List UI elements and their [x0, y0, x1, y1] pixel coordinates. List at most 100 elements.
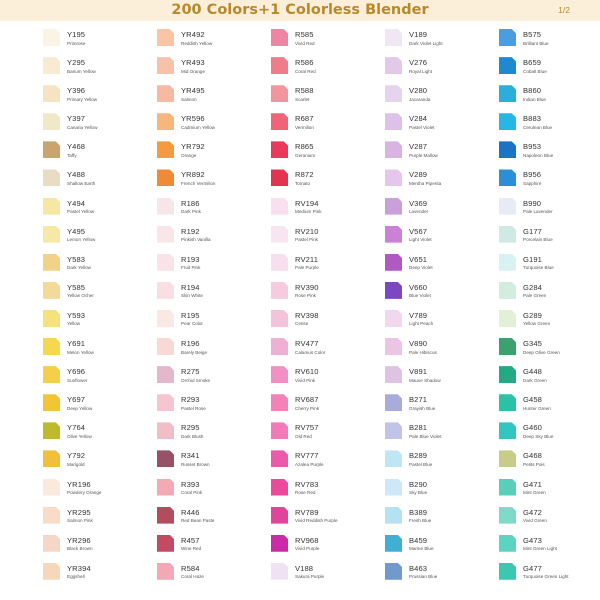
color-code: R585 — [295, 30, 314, 39]
color-name: Vermilion — [295, 124, 314, 130]
color-swatch — [157, 394, 174, 412]
color-swatch — [43, 366, 60, 384]
color-code: YR493 — [181, 58, 205, 68]
color-swatch — [385, 253, 402, 271]
color-name: Yellow Ocher — [67, 293, 94, 299]
color-swatch-item: R293 Pastel Rose — [157, 390, 271, 418]
color-code: YR394 — [67, 563, 91, 573]
color-name: Sunflower — [67, 377, 88, 383]
color-code: RV211 — [295, 254, 319, 264]
color-name: Dark Violet Light — [409, 40, 443, 46]
color-swatch — [157, 562, 174, 580]
color-swatch — [157, 225, 174, 243]
color-code: V284 — [409, 114, 428, 124]
color-code: G473 — [523, 535, 542, 545]
color-code: Y488 — [67, 170, 86, 180]
color-code: V369 — [409, 198, 428, 208]
color-code: V567 — [409, 226, 428, 236]
color-swatch-item: Y585 Yellow Ocher — [43, 278, 157, 306]
color-code: RV477 — [295, 339, 319, 349]
color-swatch — [385, 141, 402, 159]
color-name: Deep Sky Blue — [523, 433, 554, 439]
color-code: RV757 — [295, 423, 319, 433]
color-swatch — [271, 29, 288, 46]
color-name: Napoleon Blue — [523, 152, 554, 158]
color-swatch — [385, 281, 402, 299]
color-name: Primary Yellow — [67, 96, 98, 102]
color-swatch-item: V189 Dark Violet Light — [385, 25, 499, 53]
color-code: RV968 — [295, 535, 319, 545]
color-name: Cadmium Yellow — [181, 124, 215, 130]
color-name: Tomato — [295, 180, 311, 186]
color-swatch — [271, 478, 288, 496]
color-swatch-item: Y696 Sunflower — [43, 362, 157, 390]
color-name: Orchid Smoke — [181, 377, 211, 383]
color-swatch-item: B860 Indian Blue — [499, 81, 600, 109]
color-code: V890 — [409, 339, 428, 349]
color-swatch — [499, 562, 516, 580]
color-name: Mentha Piperita — [409, 180, 442, 186]
color-name: Grayish Blue — [409, 405, 436, 411]
color-code: V289 — [409, 170, 428, 180]
color-swatch — [385, 422, 402, 440]
color-code: V651 — [409, 254, 428, 264]
color-name: Turquoise Blue — [523, 265, 554, 271]
color-name: Pear Color — [181, 321, 203, 327]
color-swatch-item: B883 Cerulean Blue — [499, 109, 600, 137]
color-name: Sapphire — [523, 180, 542, 186]
color-code: B289 — [409, 451, 428, 461]
color-swatch — [157, 197, 174, 215]
color-code: YR295 — [67, 507, 91, 517]
color-swatch-item: V567 Light Violet — [385, 222, 499, 250]
color-code: R584 — [181, 563, 200, 573]
color-swatch-item: B271 Grayish Blue — [385, 390, 499, 418]
color-swatch-item: Y697 Deep Yellow — [43, 390, 157, 418]
color-swatch-item: B953 Napoleon Blue — [499, 137, 600, 165]
color-swatch-item: RV194 Medium Pink — [271, 194, 385, 222]
color-code: YR196 — [67, 479, 91, 489]
color-code: B860 — [523, 86, 542, 96]
color-swatch — [499, 478, 516, 496]
color-swatch-item: Y468 Taffy — [43, 137, 157, 165]
color-code: B459 — [409, 535, 428, 545]
color-swatch-item: R687 Vermilion — [271, 109, 385, 137]
color-name: Vivid Green — [523, 518, 547, 524]
color-code: RV194 — [295, 198, 319, 208]
color-name: Sky Blue — [409, 490, 428, 495]
color-swatch-item: YR295 Salmon Pink — [43, 503, 157, 531]
color-code: G472 — [523, 507, 542, 517]
color-swatch-item: R192 Pinkish Vanilla — [157, 222, 271, 250]
color-swatch-grid: Y195 Primrose Y295 Barium Yellow Y396 Primary… — [0, 25, 600, 600]
color-name: Coral Haze — [181, 574, 204, 580]
color-name: Black Brown — [67, 546, 93, 552]
color-swatch-item: R586 Coral Red — [271, 53, 385, 81]
color-swatch-item: G289 Yellow Green — [499, 306, 600, 334]
color-name: Mid Orange — [181, 68, 206, 74]
color-swatch-item: YR493 Mid Orange — [157, 53, 271, 81]
color-swatch-item: V287 Purple Mallow — [385, 137, 499, 165]
color-swatch — [157, 422, 174, 440]
color-swatch — [271, 309, 288, 327]
color-swatch-item: R341 Russet Brown — [157, 446, 271, 474]
color-name: Fresh Blue — [409, 518, 432, 524]
color-code: YR792 — [181, 142, 205, 152]
page-title: 200 Colors+1 Colorless Blender — [171, 2, 429, 18]
color-swatch-item: YR492 Reddish Yellow — [157, 25, 271, 53]
color-swatch — [385, 394, 402, 412]
color-code: V188 — [295, 563, 314, 573]
color-swatch — [385, 478, 402, 496]
color-swatch-item: R588 Scarlet — [271, 81, 385, 109]
color-name: Medium Pink — [295, 209, 322, 215]
color-name: Cherry Pink — [295, 405, 319, 411]
color-swatch — [385, 562, 402, 580]
color-name: Pastel Blue — [409, 461, 433, 467]
color-name: Pastel Pink — [295, 237, 318, 243]
color-swatch-item: G191 Turquoise Blue — [499, 250, 600, 278]
color-name: Pastel Violet — [409, 124, 435, 130]
color-swatch — [385, 534, 402, 552]
color-code: YR495 — [181, 86, 205, 96]
color-swatch — [157, 85, 174, 103]
color-swatch-item: YR196 Powdery Orange — [43, 475, 157, 503]
color-swatch — [499, 169, 516, 187]
color-swatch — [385, 197, 402, 215]
